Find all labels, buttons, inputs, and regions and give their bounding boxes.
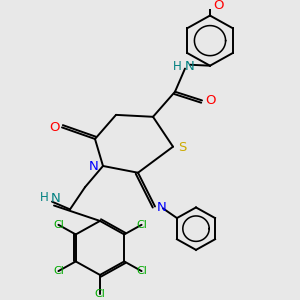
Text: H: H: [172, 60, 182, 73]
Text: O: O: [213, 0, 223, 12]
Text: N: N: [51, 192, 61, 205]
Text: H: H: [40, 191, 48, 204]
Text: O: O: [49, 121, 59, 134]
Text: Cl: Cl: [53, 220, 64, 230]
Text: O: O: [206, 94, 216, 107]
Text: Cl: Cl: [53, 266, 64, 276]
Text: S: S: [178, 141, 186, 154]
Text: N: N: [157, 201, 167, 214]
Text: N: N: [185, 60, 195, 73]
Text: Cl: Cl: [94, 289, 105, 299]
Text: Cl: Cl: [136, 266, 147, 276]
Text: Cl: Cl: [136, 220, 147, 230]
Text: N: N: [89, 160, 99, 173]
